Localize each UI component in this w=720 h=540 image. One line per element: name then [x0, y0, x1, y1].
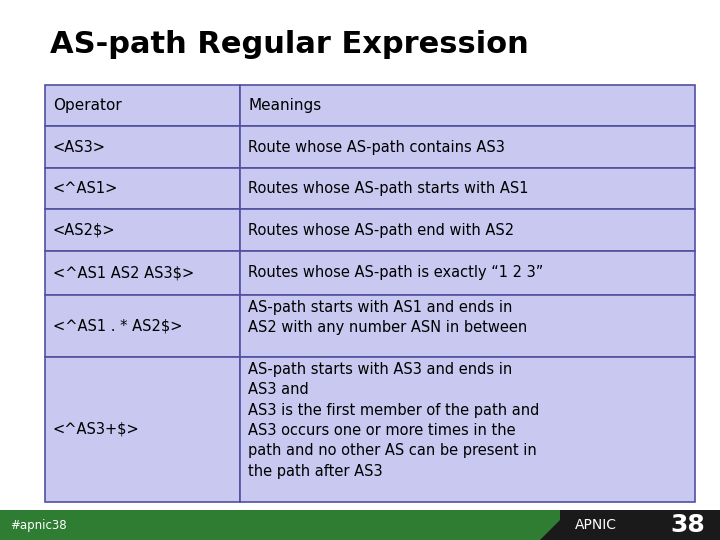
Text: 38: 38: [670, 513, 705, 537]
Text: Route whose AS-path contains AS3: Route whose AS-path contains AS3: [248, 140, 505, 155]
Bar: [240, 85, 695, 126]
Text: #apnic38: #apnic38: [10, 518, 67, 531]
Bar: [45, 126, 240, 168]
Text: <^AS1 AS2 AS3$>: <^AS1 AS2 AS3$>: [53, 265, 194, 280]
Bar: [240, 210, 695, 251]
Text: Routes whose AS-path end with AS2: Routes whose AS-path end with AS2: [248, 222, 514, 238]
Text: <AS2$>: <AS2$>: [53, 222, 116, 238]
Polygon shape: [540, 510, 570, 540]
Bar: [45, 210, 240, 251]
Text: <^AS3+$>: <^AS3+$>: [53, 422, 140, 437]
Text: Operator: Operator: [53, 98, 122, 113]
Text: AS-path starts with AS3 and ends in
AS3 and
AS3 is the first member of the path : AS-path starts with AS3 and ends in AS3 …: [248, 362, 539, 479]
Bar: [45, 357, 240, 502]
Text: Meanings: Meanings: [248, 98, 321, 113]
Text: <^AS1>: <^AS1>: [53, 181, 118, 196]
Bar: [240, 168, 695, 210]
Bar: [240, 294, 695, 357]
Bar: [240, 126, 695, 168]
Text: AS-path Regular Expression: AS-path Regular Expression: [50, 30, 528, 59]
Text: <AS3>: <AS3>: [53, 140, 106, 155]
Bar: [45, 85, 240, 126]
Bar: [240, 357, 695, 502]
Bar: [45, 294, 240, 357]
Bar: [0, 510, 560, 540]
Bar: [45, 251, 240, 294]
Bar: [560, 510, 720, 540]
Text: Routes whose AS-path starts with AS1: Routes whose AS-path starts with AS1: [248, 181, 528, 196]
Text: <^AS1 . * AS2$>: <^AS1 . * AS2$>: [53, 318, 182, 333]
Bar: [45, 168, 240, 210]
Text: Routes whose AS-path is exactly “1 2 3”: Routes whose AS-path is exactly “1 2 3”: [248, 265, 544, 280]
Text: AS-path starts with AS1 and ends in
AS2 with any number ASN in between: AS-path starts with AS1 and ends in AS2 …: [248, 300, 527, 335]
Bar: [240, 251, 695, 294]
Text: APNIC: APNIC: [575, 518, 617, 532]
